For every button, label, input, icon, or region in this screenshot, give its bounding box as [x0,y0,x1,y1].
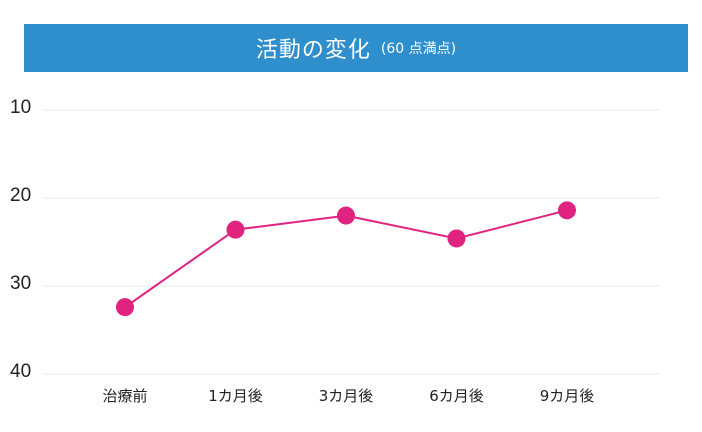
chart-subtitle: (60 点満点) [380,41,457,57]
y-tick-label: 40 [10,361,32,382]
series-line [124,209,568,308]
x-tick-label: 1カ月後 [208,387,263,405]
y-tick-label: 10 [10,97,32,118]
x-tick-label: 3カ月後 [318,387,374,405]
y-tick-label: 30 [10,273,32,294]
x-tick-label: 6カ月後 [429,387,484,405]
x-tick-label: 9カ月後 [539,387,595,405]
data-point [116,298,134,317]
y-tick-label: 20 [10,185,32,206]
data-point [337,206,355,225]
data-point [558,201,576,220]
chart-title: 活動の変化 [255,38,371,63]
x-tick-label: 治療前 [102,387,148,405]
chart-title-bar: 活動の変化 (60 点満点) [24,24,688,72]
data-point [447,229,466,248]
data-point [226,220,245,239]
